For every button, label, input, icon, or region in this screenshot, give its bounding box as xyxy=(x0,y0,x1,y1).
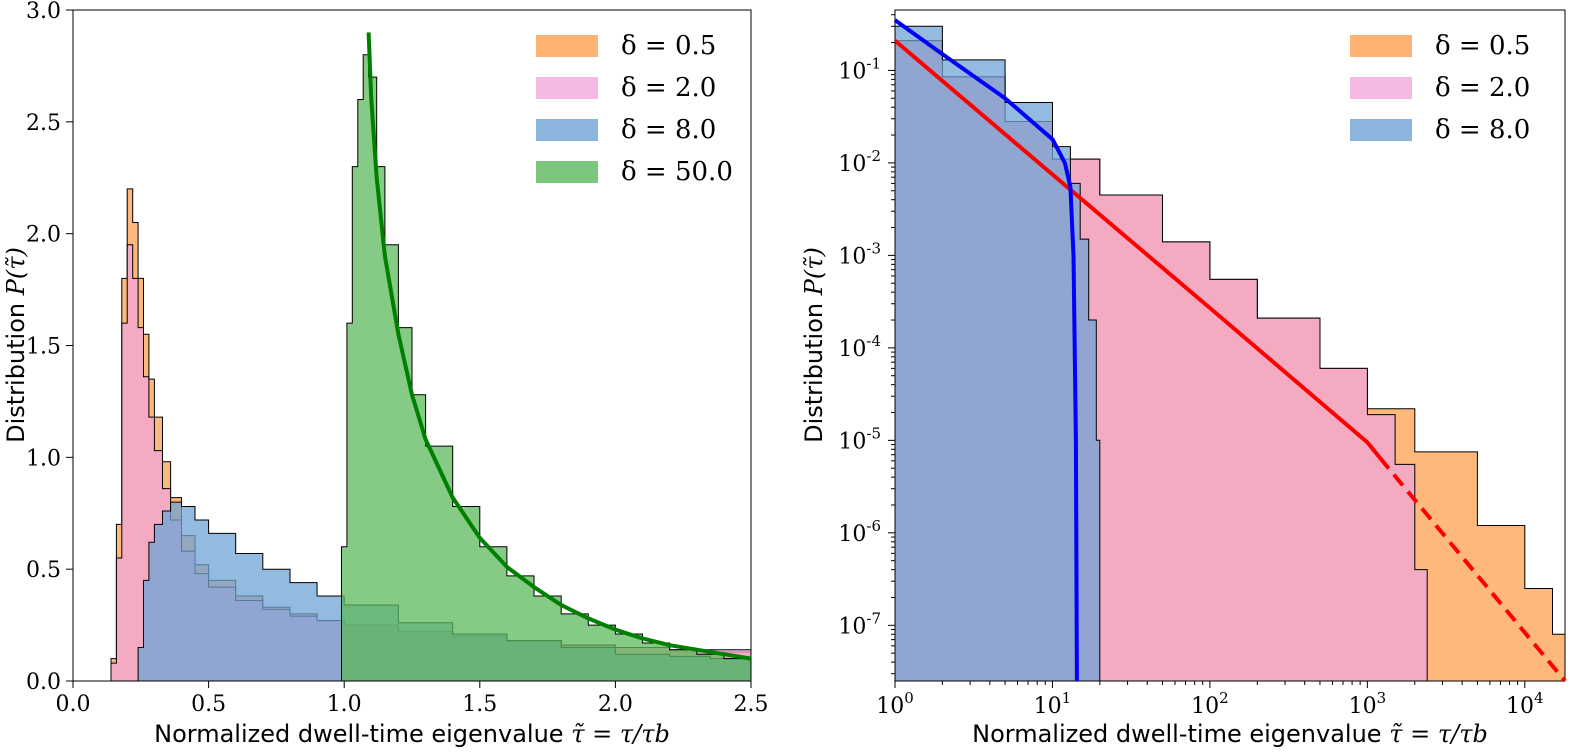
left-legend-label-50-0: δ = 50.0 xyxy=(621,157,733,187)
left-y-tick-label: 2.0 xyxy=(26,223,61,248)
left-y-tick-label: 0.0 xyxy=(26,670,61,695)
right-legend: δ = 0.5 δ = 2.0 δ = 8.0 xyxy=(1350,31,1530,145)
left-legend-swatch-0-5 xyxy=(536,35,598,57)
right-legend-label-8-0: δ = 8.0 xyxy=(1435,115,1530,145)
right-y-tick-label: 10-3 xyxy=(838,239,881,269)
right-legend-label-0-5: δ = 0.5 xyxy=(1435,31,1530,61)
left-x-tick-label: 1.5 xyxy=(462,692,497,717)
right-chart: 100 101 102 103 104 10-1 10-2 10-3 10-4 10-5 10-6… xyxy=(800,9,1567,748)
right-y-tick-label: 10-1 xyxy=(838,54,881,84)
right-y-ticks: 10-1 10-2 10-3 10-4 10-5 10-6 10-7 xyxy=(838,14,895,675)
right-y-tick-label: 10-2 xyxy=(838,147,881,177)
left-legend-swatch-8-0 xyxy=(536,119,598,141)
left-y-tick-label: 3.0 xyxy=(26,0,61,24)
left-x-tick-label: 0.0 xyxy=(56,692,91,717)
right-fit-curves xyxy=(893,18,1567,683)
right-x-axis-label: Normalized dwell-time eigenvalue τ̃ = τ/… xyxy=(972,720,1488,748)
left-y-ticks: 0.0 0.5 1.0 1.5 2.0 2.5 3.0 xyxy=(26,0,73,695)
left-chart: 0.0 0.5 1.0 1.5 2.0 2.5 0.0 0.5 1.0 1.5 2.0 2.5 3.0… xyxy=(2,0,769,748)
left-x-tick-label: 1.0 xyxy=(327,692,362,717)
right-legend-swatch-2-0 xyxy=(1350,77,1412,99)
right-legend-swatch-0-5 xyxy=(1350,35,1412,57)
left-series-group xyxy=(105,54,752,682)
left-x-ticks: 0.0 0.5 1.0 1.5 2.0 2.5 xyxy=(56,681,769,717)
right-x-tick-label: 103 xyxy=(1349,689,1387,719)
right-x-tick-label: 102 xyxy=(1191,689,1229,719)
right-y-tick-label: 10-4 xyxy=(838,332,881,362)
left-legend: δ = 0.5 δ = 2.0 δ = 8.0 δ = 50.0 xyxy=(536,31,733,187)
left-y-tick-label: 0.5 xyxy=(26,558,61,583)
right-x-tick-label: 100 xyxy=(876,689,914,719)
right-y-axis-label: Distribution P(τ̃) xyxy=(800,247,828,443)
right-y-tick-label: 10-5 xyxy=(838,424,881,454)
left-y-axis-label: Distribution P(τ̃) xyxy=(2,247,30,443)
left-x-tick-label: 2.0 xyxy=(598,692,633,717)
right-fit-curve-3 xyxy=(893,18,1079,682)
right-x-ticks: 100 101 102 103 104 xyxy=(876,681,1544,719)
right-legend-swatch-8-0 xyxy=(1350,119,1412,141)
right-y-tick-label: 10-6 xyxy=(838,517,881,547)
left-legend-label-0-5: δ = 0.5 xyxy=(621,31,716,61)
left-y-tick-label: 1.5 xyxy=(26,335,61,360)
left-fit-curve-1 xyxy=(366,32,752,661)
left-x-axis-label: Normalized dwell-time eigenvalue τ̃ = τ/… xyxy=(154,720,670,748)
left-y-tick-label: 1.0 xyxy=(26,446,61,471)
left-x-tick-label: 0.5 xyxy=(191,692,226,717)
left-fit-curves xyxy=(366,32,752,661)
right-y-tick-label: 10-7 xyxy=(838,609,881,639)
left-y-tick-label: 2.5 xyxy=(26,111,61,136)
right-x-tick-label: 101 xyxy=(1034,689,1072,719)
left-series-50-0 xyxy=(336,54,752,682)
left-legend-label-2-0: δ = 2.0 xyxy=(621,73,716,103)
left-legend-swatch-50-0 xyxy=(536,161,598,183)
right-legend-label-2-0: δ = 2.0 xyxy=(1435,73,1530,103)
left-x-tick-label: 2.5 xyxy=(734,692,769,717)
right-fit-curve-2 xyxy=(1378,456,1567,683)
right-series-group xyxy=(894,25,1566,682)
left-legend-swatch-2-0 xyxy=(536,77,598,99)
right-fit-curve-1 xyxy=(893,39,1382,459)
right-x-tick-label: 104 xyxy=(1506,689,1544,719)
left-legend-label-8-0: δ = 8.0 xyxy=(621,115,716,145)
